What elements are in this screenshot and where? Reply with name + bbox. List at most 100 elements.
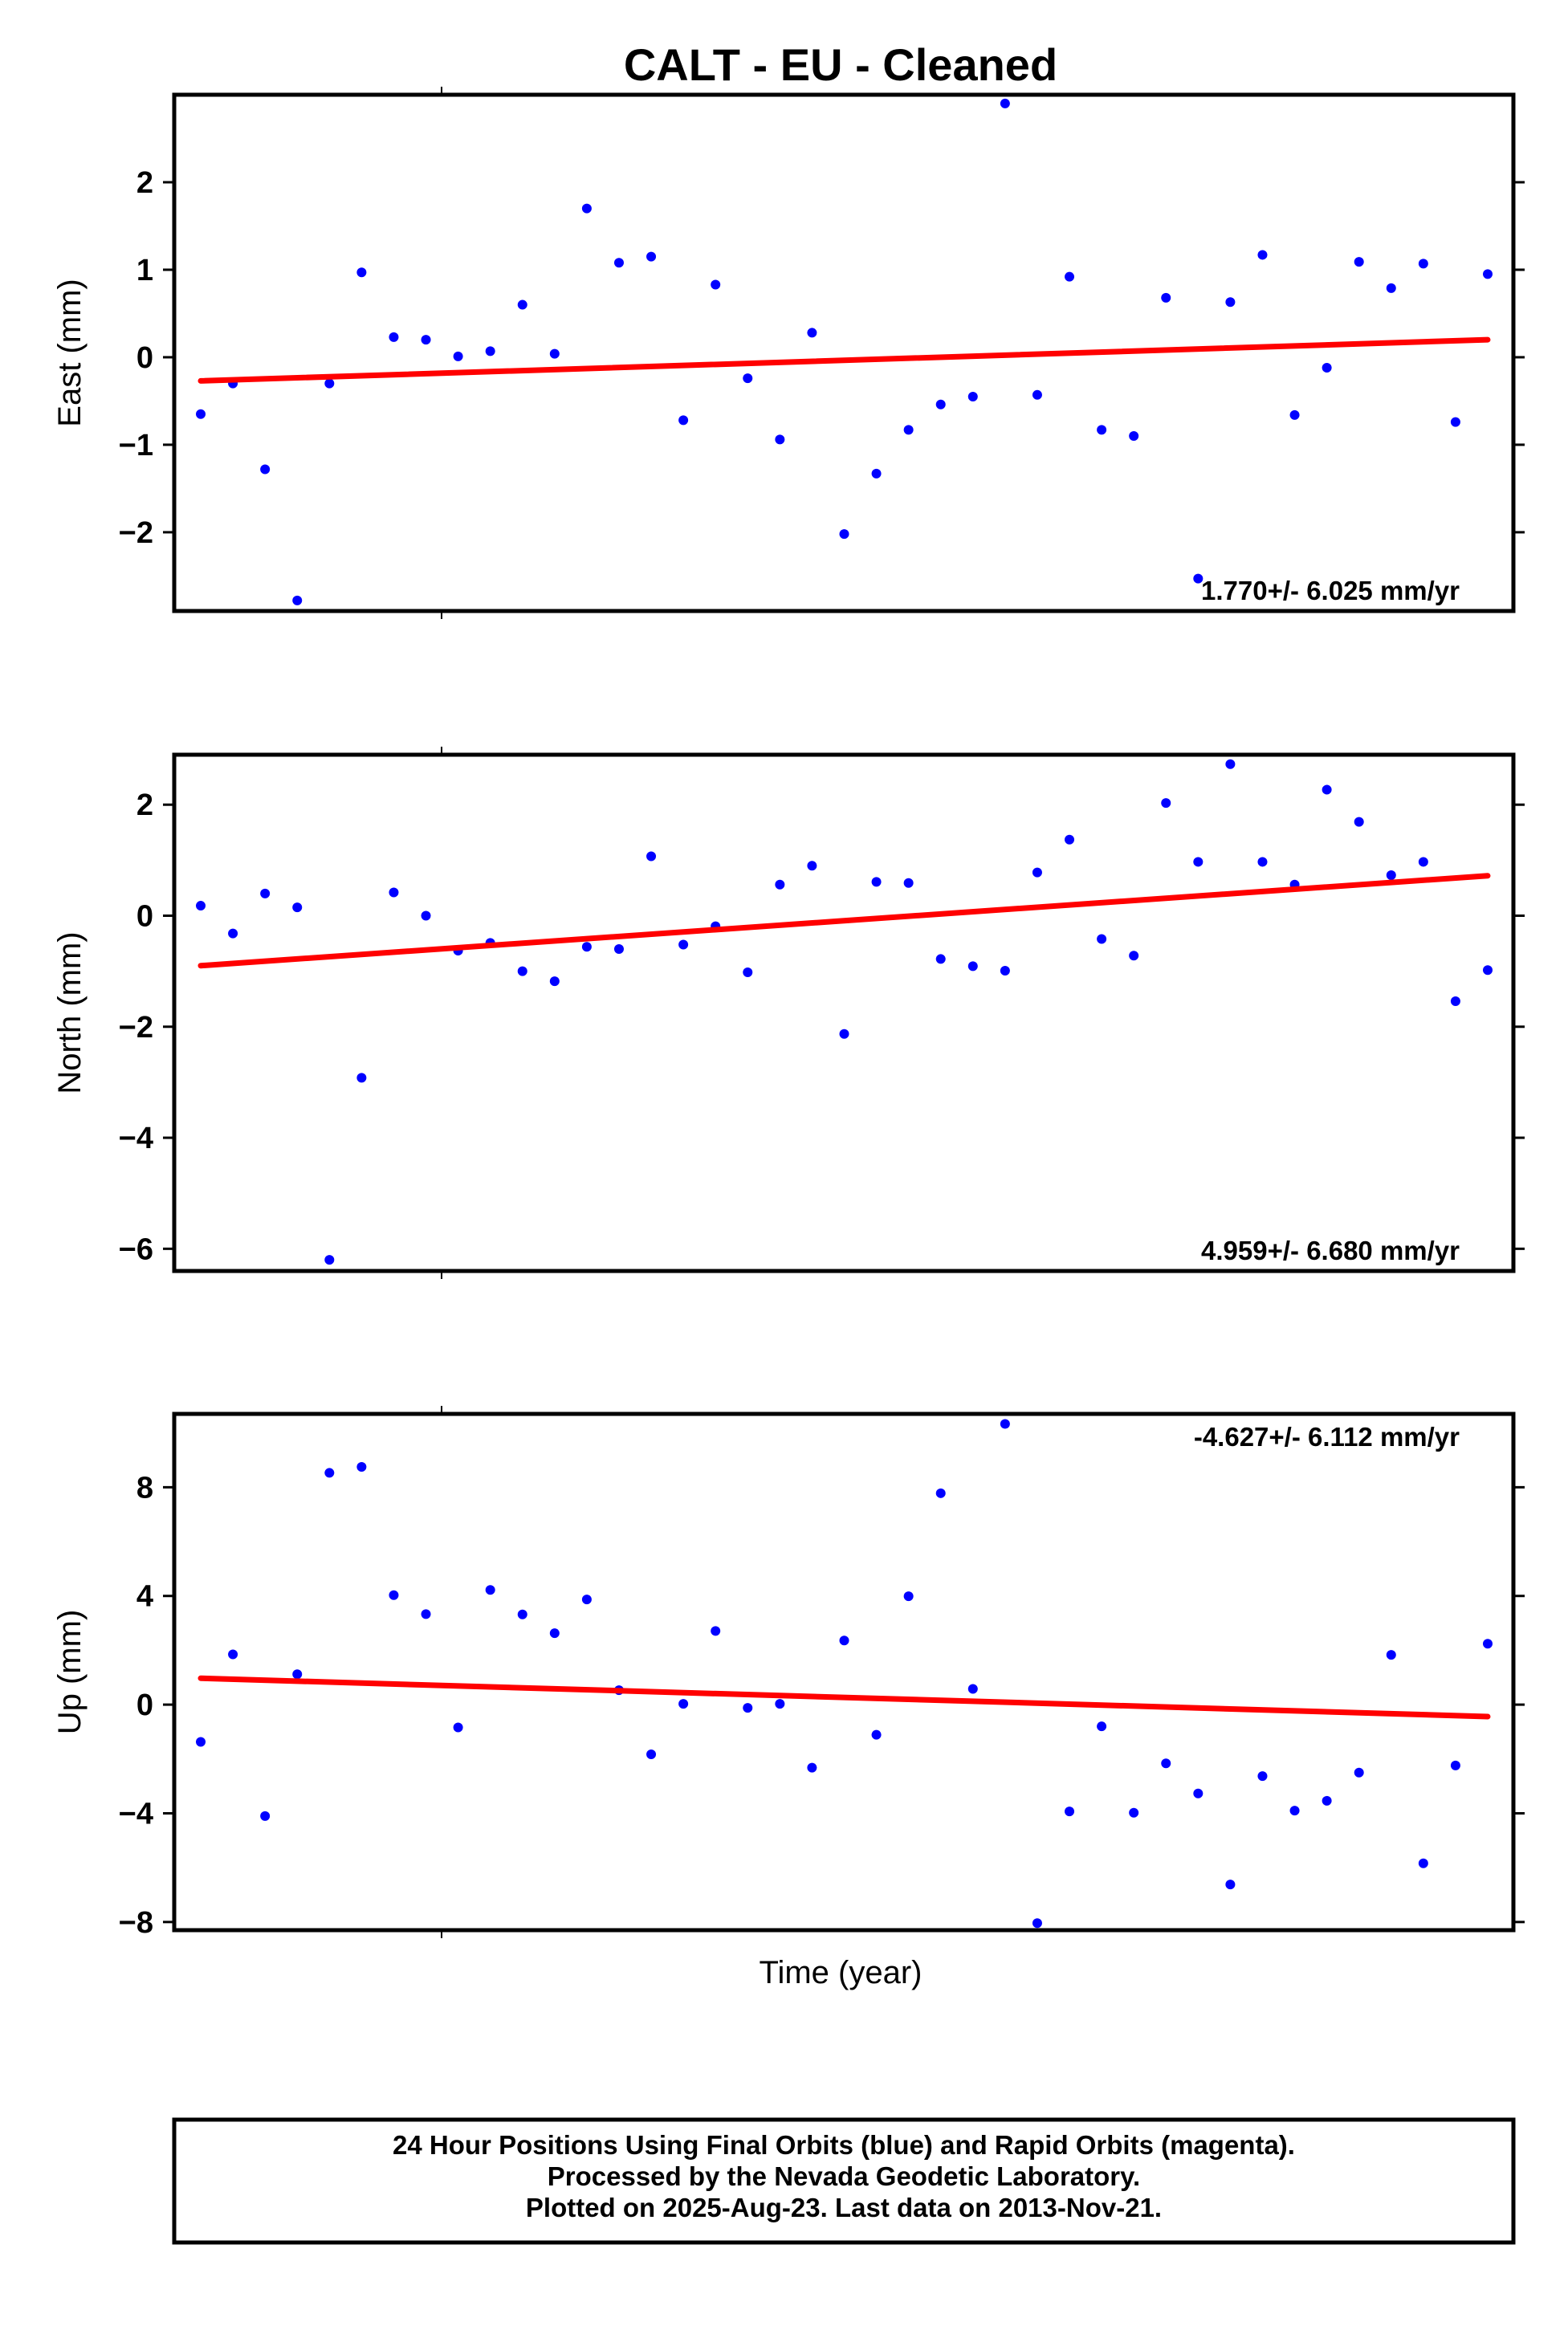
data-point [839,1029,849,1039]
data-point [743,1703,753,1713]
data-point [1000,98,1010,108]
plot-frame [172,1411,1516,1933]
data-point [807,861,817,871]
data-point [324,1468,335,1478]
rate-annotation: -4.627+/- 6.112 mm/yr [1194,1422,1460,1452]
data-point [517,966,527,976]
data-point [807,1762,817,1773]
data-point [1097,1721,1107,1732]
data-point [485,1585,495,1595]
data-point [1129,1807,1139,1818]
y-tick-label: −2 [119,1011,153,1045]
data-point [967,961,978,972]
data-point [260,464,271,475]
data-point [581,1595,592,1605]
panel-up: −8 −4 0 4 8 Up (mm) -4.627+/- 6.112 mm/yr [52,1406,1525,1940]
data-point [839,1635,849,1646]
plot-frame [172,752,1516,1273]
data-point [775,434,785,445]
trend-line [198,873,1491,969]
data-point [1257,1771,1268,1782]
data-point [711,279,721,290]
y-tick-label: 1 [136,254,153,287]
data-point [356,267,367,278]
data-point [1161,1758,1171,1769]
data-point [549,976,560,987]
data-point [356,1461,367,1472]
data-point [228,1649,238,1660]
data-point [517,299,527,310]
trend-line [198,1675,1491,1720]
data-point [967,391,978,401]
y-tick-label: 2 [136,166,153,200]
data-point [1418,259,1428,269]
data-point [1225,759,1236,769]
data-point [1450,417,1460,427]
data-point [871,877,882,887]
data-point [1225,297,1236,308]
data-point [1322,784,1332,795]
data-point [1065,834,1075,845]
y-axis-label: North (mm) [52,931,88,1094]
data-point [1225,1880,1236,1890]
data-point [549,1628,560,1639]
data-point [581,203,592,214]
data-point [678,415,689,426]
data-point [549,348,560,359]
panels: −2 −1 0 1 2 East (mm) 1.770+/- 6.025 mm/yr −6 −4… [52,87,1525,1940]
y-tick-label: −2 [119,516,153,550]
data-point [1097,934,1107,944]
data-point [196,409,206,419]
data-point [389,887,399,898]
y-tick-label: 0 [136,1688,153,1722]
data-point [1322,363,1332,373]
data-point [935,399,946,409]
data-point [1193,857,1203,867]
data-point [903,1591,914,1602]
data-point [1418,857,1428,867]
data-point [485,346,495,356]
data-point [646,251,657,262]
y-tick-label: −8 [119,1906,153,1940]
footer-box [172,2117,1516,2245]
data-point [1032,1918,1042,1929]
data-point [1000,1419,1010,1429]
footer-line-3: Plotted on 2025-Aug-23. Last data on 201… [526,2193,1162,2222]
rate-annotation: 4.959+/- 6.680 mm/yr [1201,1236,1460,1265]
data-point [1257,857,1268,867]
footer-line-2: Processed by the Nevada Geodetic Laborat… [548,2161,1140,2191]
data-point [1161,798,1171,809]
data-point [1097,425,1107,435]
data-point [292,902,303,913]
data-point [389,332,399,342]
data-point [1322,1795,1332,1806]
data-point [775,879,785,890]
data-point [292,1669,303,1680]
data-point [517,1609,527,1619]
chart-title: CALT - EU - Cleaned [624,39,1057,90]
trend-line [198,336,1491,384]
footer-line-1: 24 Hour Positions Using Final Orbits (bl… [393,2130,1295,2160]
data-point [1289,409,1300,420]
data-point [1354,257,1364,267]
data-point [967,1684,978,1694]
data-point [1032,389,1042,400]
data-point [324,378,335,389]
data-point [743,373,753,384]
y-tick-label: 0 [136,900,153,934]
y-tick-label: −4 [119,1797,153,1831]
data-point [1386,870,1396,881]
y-tick-label: −6 [119,1232,153,1266]
data-point [196,1737,206,1747]
data-point [421,1609,431,1619]
data-point [389,1590,399,1600]
data-point [1161,292,1171,303]
data-point [1065,271,1075,282]
data-point [935,954,946,964]
data-point [1418,1858,1428,1868]
y-tick-label: 4 [136,1580,153,1614]
y-axis-label: East (mm) [52,279,88,426]
data-point [581,942,592,952]
data-point [292,595,303,605]
data-point [1193,573,1203,584]
